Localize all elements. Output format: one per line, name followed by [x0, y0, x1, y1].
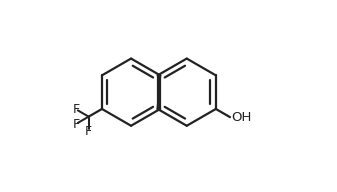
Text: F: F [72, 118, 80, 131]
Text: F: F [85, 125, 92, 138]
Text: F: F [72, 103, 80, 116]
Text: OH: OH [232, 111, 252, 124]
